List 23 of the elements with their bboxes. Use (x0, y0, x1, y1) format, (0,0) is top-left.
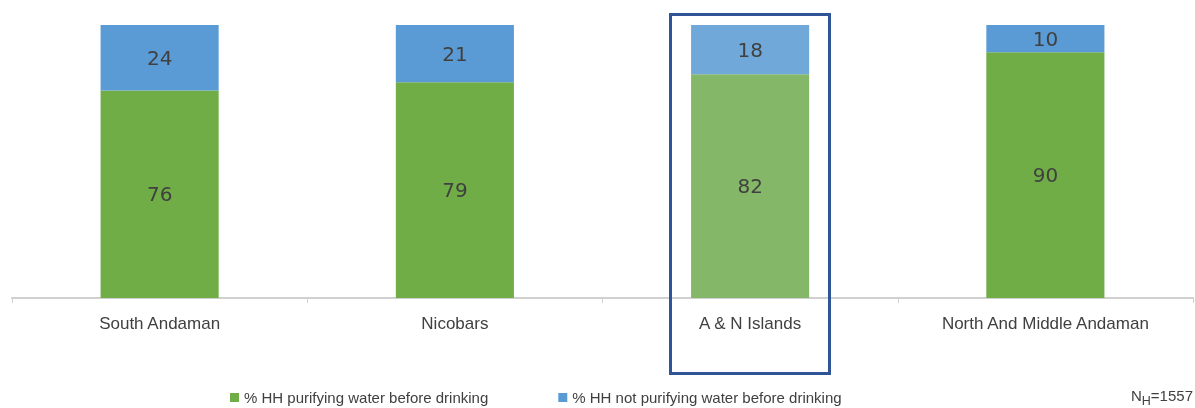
x-tick-label: A & N Islands (699, 314, 802, 333)
bar (100, 90, 219, 298)
x-tick-label: North And Middle Andaman (941, 314, 1149, 333)
legend-label: % HH purifying water before drinking (244, 389, 489, 406)
bar (395, 82, 514, 298)
x-tick-label: South Andaman (99, 314, 221, 333)
data-label: 82 (737, 174, 763, 199)
data-label: 76 (146, 182, 173, 207)
data-label: 18 (737, 37, 763, 62)
bar (691, 25, 810, 75)
bar (395, 25, 514, 83)
bar (986, 25, 1105, 53)
bar (986, 52, 1105, 298)
text: N$_{H}$=1557 (1130, 387, 1193, 408)
data-label: 79 (442, 178, 468, 203)
data-label: 10 (1032, 26, 1059, 51)
bar (691, 74, 810, 298)
data-label: 24 (146, 45, 173, 70)
bar (100, 25, 219, 91)
legend-label: % HH not purifying water before drinking (572, 389, 842, 406)
data-label: 90 (1032, 163, 1059, 188)
x-tick-label: Nicobars (421, 314, 489, 333)
data-label: 21 (442, 41, 468, 66)
